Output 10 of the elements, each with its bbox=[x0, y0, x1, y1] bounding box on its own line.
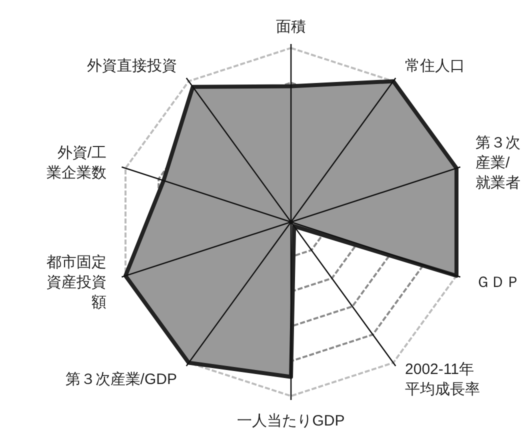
spoke-label: 都市固定資産投資額 bbox=[46, 254, 106, 312]
spoke-label: 第３次産業/GDP bbox=[65, 371, 177, 388]
spoke-label: ＧＤＰ bbox=[476, 274, 521, 292]
spoke-label: 外資直接投資 bbox=[86, 57, 177, 74]
spoke-label: 一人当たりGDP bbox=[237, 412, 345, 430]
spoke-label: 常住人口 bbox=[405, 57, 466, 74]
spoke-label: 面積 bbox=[276, 18, 306, 36]
spoke-label: 外資/工業企業数 bbox=[46, 144, 106, 182]
spoke-label: 第３次産業/就業者 bbox=[476, 134, 521, 192]
spoke-label: 2002-11年平均成長率 bbox=[405, 361, 480, 398]
